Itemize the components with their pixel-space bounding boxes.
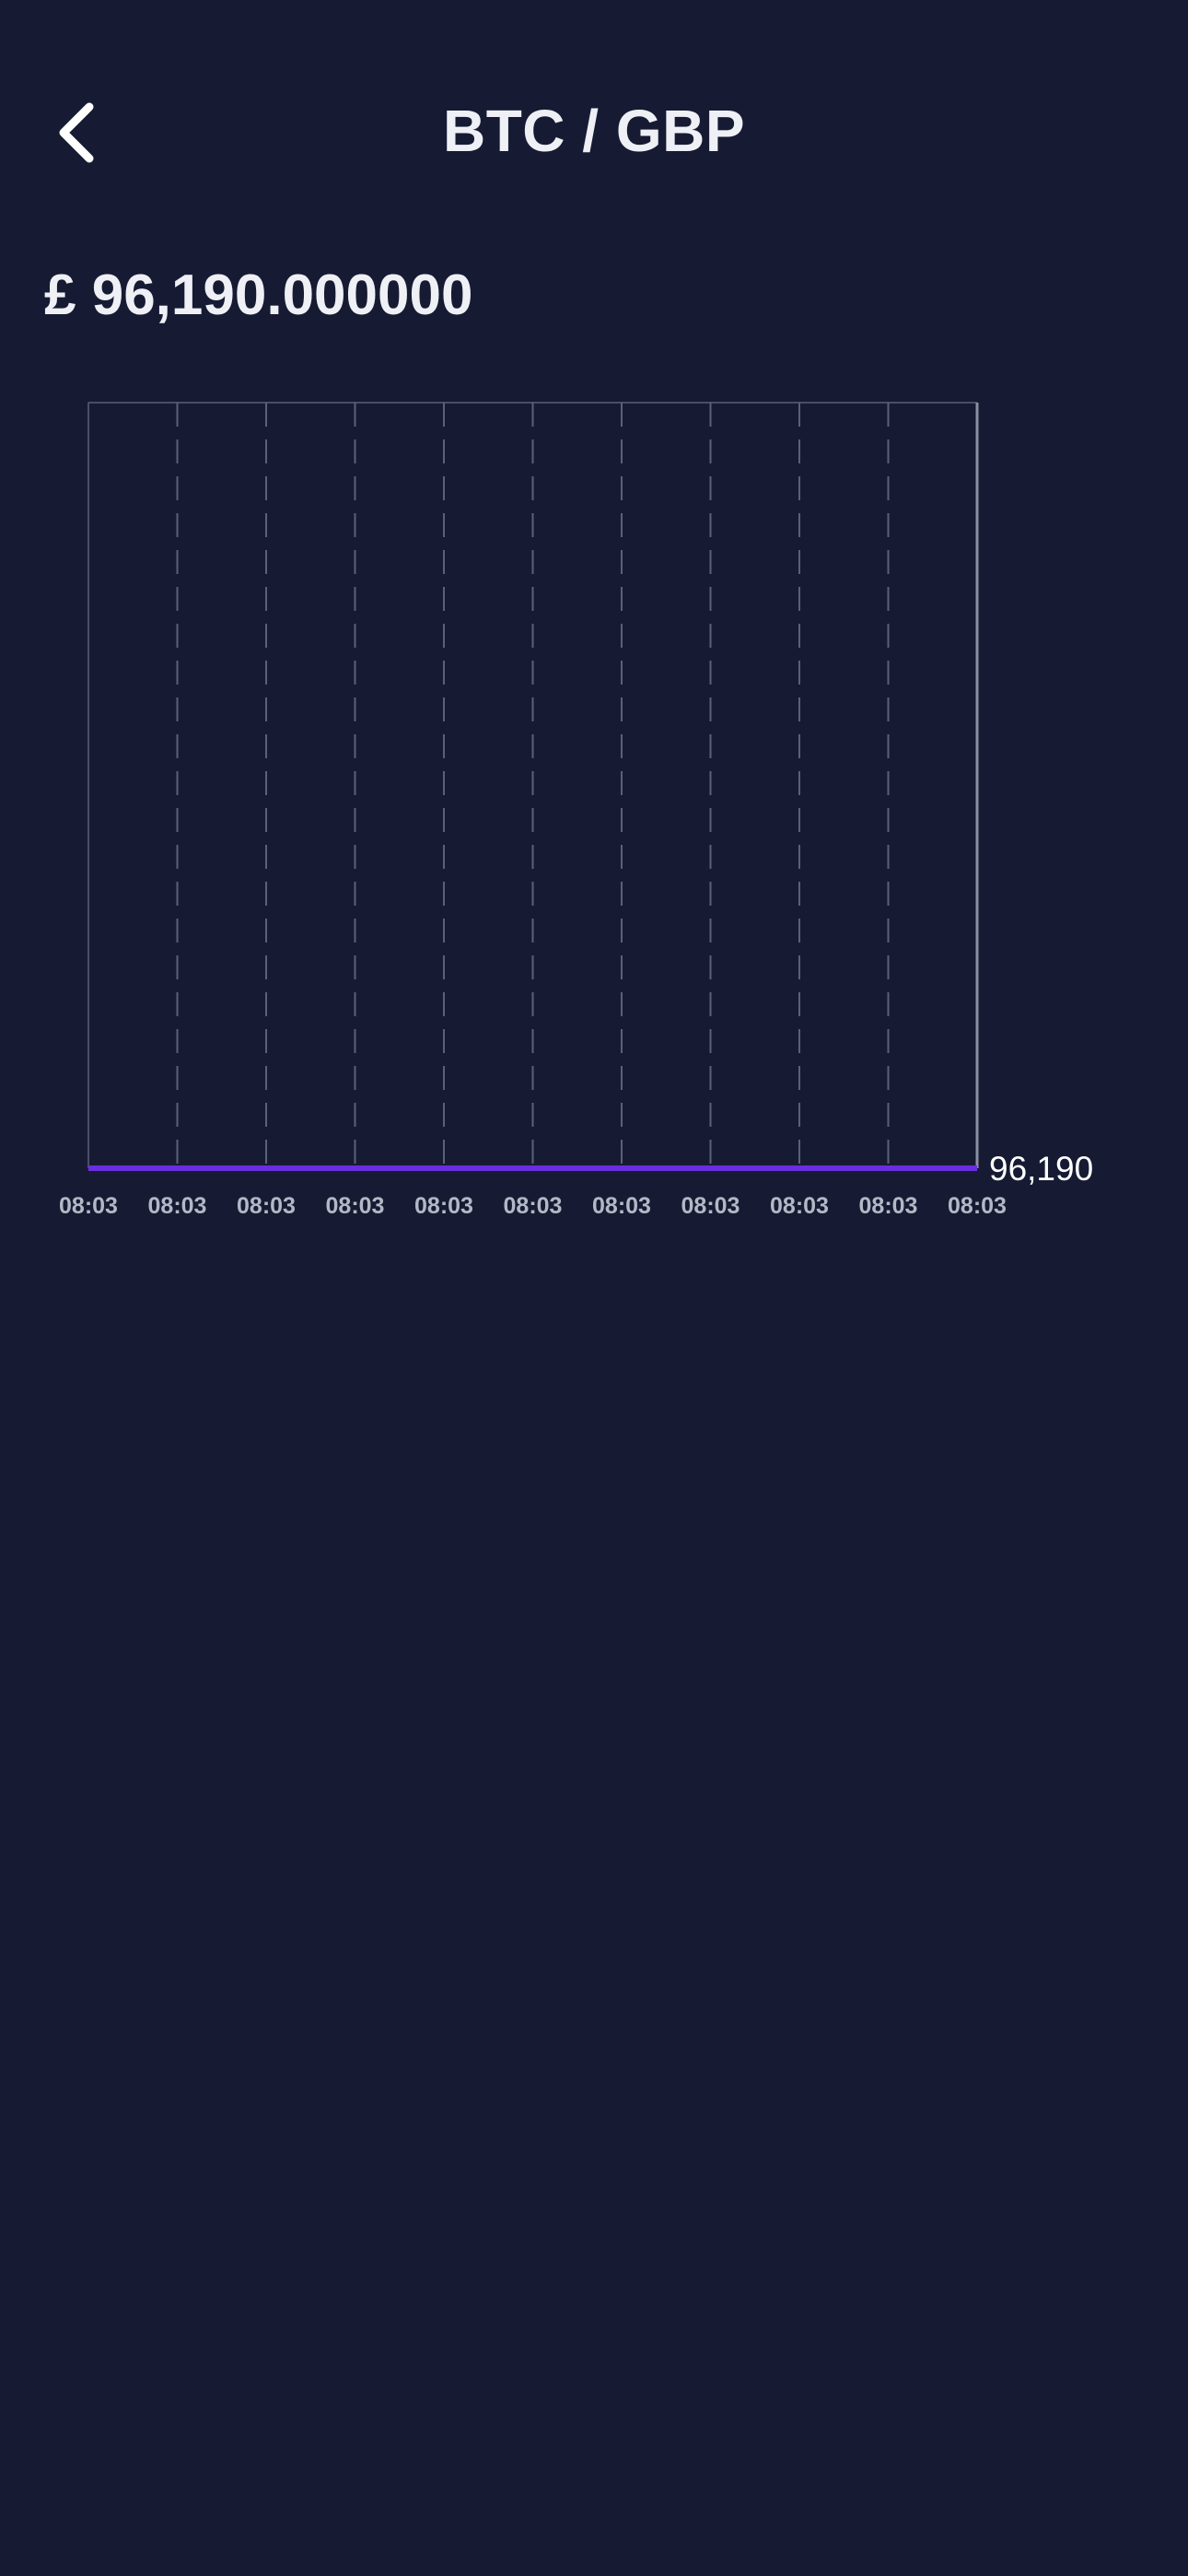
x-tick-label: 08:03 <box>859 1193 918 1219</box>
x-tick-label: 08:03 <box>148 1193 207 1219</box>
price-chart[interactable]: 08:03 08:03 08:03 08:03 08:03 08:03 08:03 08:03… <box>0 369 1188 1253</box>
chevron-left-icon <box>59 102 94 163</box>
x-tick-label: 08:03 <box>770 1193 829 1219</box>
x-tick-label: 08:03 <box>504 1193 563 1219</box>
x-tick-label: 08:03 <box>326 1193 385 1219</box>
x-tick-label: 08:03 <box>414 1193 473 1219</box>
page-title: BTC / GBP <box>442 98 746 164</box>
header: BTC / GBP <box>0 0 1188 267</box>
price-chart-svg: 08:03 08:03 08:03 08:03 08:03 08:03 08:03 08:03… <box>59 402 1093 1219</box>
y-tick-label: 96,190 <box>989 1150 1093 1188</box>
back-button[interactable] <box>37 85 120 181</box>
x-tick-label: 08:03 <box>681 1193 740 1219</box>
x-tick-label: 08:03 <box>948 1193 1007 1219</box>
x-tick-label: 08:03 <box>592 1193 651 1219</box>
x-tick-label: 08:03 <box>59 1193 118 1219</box>
current-price: £ 96,190.000000 <box>44 263 473 327</box>
x-tick-label: 08:03 <box>237 1193 296 1219</box>
